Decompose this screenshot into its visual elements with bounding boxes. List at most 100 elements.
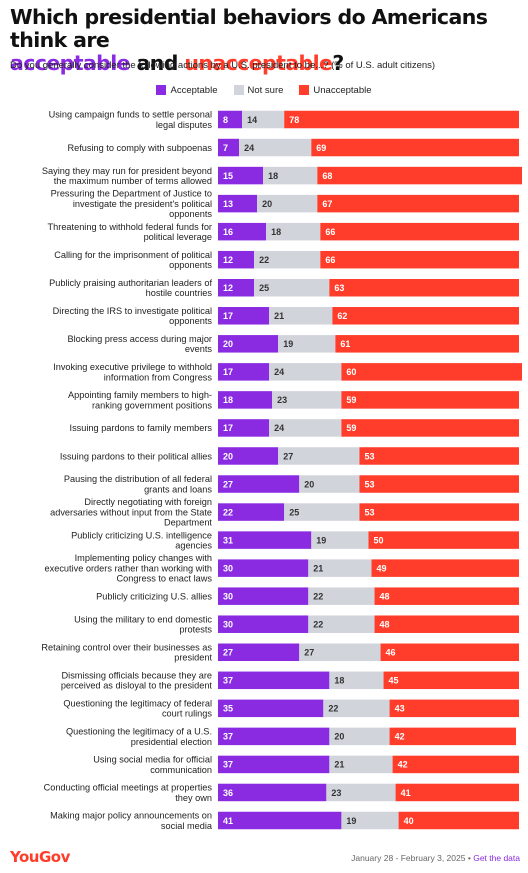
bar-segment-acceptable: [218, 811, 342, 830]
data-label-acceptable: 16: [223, 227, 233, 237]
legend-item-unacceptable: Unacceptable: [299, 83, 372, 97]
category-label: Pressuring the Department of Justice to i…: [51, 189, 213, 219]
category-label: Conducting official meetings at properti…: [44, 783, 213, 803]
bar-row: Using campaign funds to settle personal l…: [49, 110, 519, 130]
bar-segment-not-sure: [326, 783, 396, 802]
bar-segment-not-sure: [329, 671, 384, 690]
category-label-line: Issuing pardons to family members: [70, 423, 213, 433]
data-label-not-sure: 19: [316, 535, 326, 545]
category-label-line: they own: [175, 793, 212, 803]
data-label-not-sure: 21: [313, 563, 323, 573]
data-label-acceptable: 20: [223, 339, 233, 349]
bar-segment-not-sure: [308, 559, 372, 577]
bar-segment-acceptable: [218, 335, 279, 353]
category-label: Using campaign funds to settle personal l…: [49, 110, 213, 130]
bar-segment-not-sure: [254, 278, 330, 297]
bar-row: Questioning the legitimacy of federal cou…: [63, 699, 519, 719]
category-label: Questioning the legitimacy of a U.S. pres…: [66, 727, 212, 747]
data-label-not-sure: 21: [334, 760, 344, 770]
category-label: Publicly criticizing U.S. allies: [96, 592, 212, 602]
title-acceptable-word: acceptable: [10, 51, 131, 75]
bar-row: Threatening to withhold federal funds fo…: [48, 222, 519, 242]
bar-row: Appointing family members to high-rankin…: [68, 390, 519, 410]
category-label-line: Invoking executive privilege to withhold: [53, 362, 212, 372]
bar-segment-unacceptable: [320, 222, 519, 241]
bar-segment-acceptable: [218, 503, 285, 521]
bar-segment-not-sure: [269, 307, 333, 325]
data-label-unacceptable: 48: [380, 620, 390, 630]
category-label: Implementing policy changes with executiv…: [45, 553, 213, 583]
legend-item-not-sure: Not sure: [233, 83, 283, 97]
data-label-not-sure: 24: [244, 143, 254, 153]
bar-segment-not-sure: [263, 166, 318, 185]
data-label-unacceptable: 68: [322, 171, 332, 181]
category-label-line: Saying they may run for president beyond: [42, 166, 212, 176]
category-label: Issuing pardons to their political allie…: [60, 451, 213, 461]
category-label-line: Retaining control over their businesses …: [41, 643, 212, 653]
bar-row: Using social media for official communica…: [93, 755, 519, 775]
category-label-line: Publicly criticizing U.S. allies: [96, 592, 212, 602]
bar-segment-unacceptable: [335, 335, 519, 353]
bar-segment-acceptable: [218, 250, 255, 269]
category-label-line: the maximum number of terms allowed: [54, 176, 212, 186]
category-label-line: Questioning the legitimacy of a U.S.: [66, 727, 212, 737]
data-label-unacceptable: 45: [389, 676, 399, 686]
data-label-not-sure: 19: [283, 339, 293, 349]
data-label-unacceptable: 59: [346, 395, 356, 405]
bar-segment-unacceptable: [359, 503, 519, 521]
category-label-line: opponents: [169, 209, 212, 219]
bar-segment-acceptable: [218, 138, 240, 157]
category-label: Refusing to comply with subpoenas: [67, 143, 212, 153]
category-label-line: perceived as disloyal to the president: [61, 681, 213, 691]
legend-swatch-unacceptable: [299, 85, 310, 95]
data-label-acceptable: 37: [223, 676, 233, 686]
chart-legend: Acceptable Not sure Unacceptable: [0, 83, 528, 97]
data-label-not-sure: 27: [283, 451, 293, 461]
chart-title: Which presidential behaviors do American…: [10, 6, 520, 75]
data-label-acceptable: 41: [223, 816, 233, 826]
data-label-acceptable: 15: [223, 171, 233, 181]
data-label-not-sure: 20: [262, 199, 272, 209]
bar-segment-unacceptable: [341, 391, 519, 409]
category-label: Questioning the legitimacy of federal cou…: [63, 699, 212, 719]
data-label-not-sure: 22: [313, 591, 323, 601]
bar-row: Conducting official meetings at properti…: [44, 783, 519, 803]
data-label-acceptable: 30: [223, 563, 233, 573]
bar-segment-not-sure: [278, 447, 360, 465]
category-label-line: Directly negotiating with foreign: [84, 497, 212, 507]
bar-row: Invoking executive privilege to withhold…: [53, 362, 523, 382]
bar-row: Dismissing officials because they are per…: [61, 671, 519, 691]
bar-segment-acceptable: [218, 755, 330, 774]
data-label-not-sure: 22: [259, 255, 269, 265]
data-label-not-sure: 23: [331, 788, 341, 798]
bar-segment-acceptable: [218, 671, 330, 690]
bar-segment-acceptable: [218, 727, 330, 746]
category-label-line: Dismissing officials because they are: [62, 671, 212, 681]
category-label-line: Calling for the imprisonment of politica…: [54, 250, 212, 260]
bar-segment-not-sure: [284, 503, 360, 521]
data-label-acceptable: 22: [223, 507, 233, 517]
bar-segment-acceptable: [218, 447, 279, 465]
bar-segment-acceptable: [218, 110, 243, 129]
category-label-line: court rulings: [162, 709, 212, 719]
legend-swatch-acceptable: [156, 85, 167, 95]
bar-segment-acceptable: [218, 307, 270, 325]
data-label-acceptable: 8: [223, 115, 228, 125]
bar-segment-unacceptable: [395, 783, 519, 802]
category-label-line: Congress to enact laws: [117, 574, 213, 584]
title-unacceptable-word: unacceptable: [184, 51, 333, 75]
data-label-acceptable: 20: [223, 451, 233, 461]
bar-segment-not-sure: [254, 250, 321, 269]
bar-row: Issuing pardons to family members 17 24 59: [70, 419, 519, 437]
bar-segment-not-sure: [308, 587, 375, 605]
bar-segment-unacceptable: [359, 447, 519, 465]
data-label-not-sure: 22: [313, 620, 323, 630]
category-label: Blocking press access during major events: [67, 334, 212, 354]
bar-segment-not-sure: [269, 419, 342, 437]
data-label-not-sure: 19: [346, 816, 356, 826]
get-the-data-link[interactable]: Get the data: [473, 853, 520, 863]
bar-segment-unacceptable: [383, 671, 519, 690]
data-label-unacceptable: 63: [334, 283, 344, 293]
category-label-line: Using social media for official: [93, 755, 212, 765]
